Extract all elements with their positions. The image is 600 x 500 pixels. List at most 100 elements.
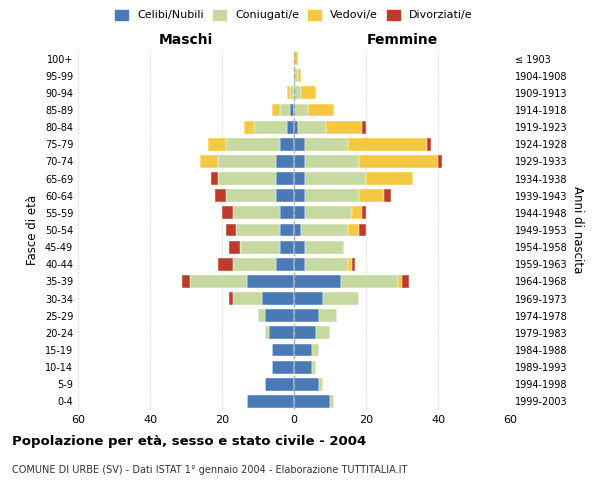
- Bar: [438, 155, 442, 168]
- Bar: [294, 360, 312, 374]
- Bar: [294, 344, 312, 356]
- Bar: [294, 326, 316, 340]
- Bar: [215, 190, 226, 202]
- Bar: [305, 138, 348, 150]
- Text: Popolazione per età, sesso e stato civile - 2004: Popolazione per età, sesso e stato civil…: [12, 435, 366, 448]
- Bar: [294, 395, 330, 408]
- Bar: [254, 120, 287, 134]
- Bar: [305, 240, 344, 254]
- Bar: [218, 155, 276, 168]
- Bar: [265, 326, 269, 340]
- Bar: [218, 258, 233, 270]
- Bar: [280, 138, 294, 150]
- Bar: [233, 206, 280, 220]
- Bar: [280, 206, 294, 220]
- Bar: [294, 224, 301, 236]
- Bar: [244, 120, 254, 134]
- Bar: [330, 395, 334, 408]
- Text: COMUNE DI URBE (SV) - Dati ISTAT 1° gennaio 2004 - Elaborazione TUTTITALIA.IT: COMUNE DI URBE (SV) - Dati ISTAT 1° genn…: [12, 465, 407, 475]
- Bar: [294, 310, 319, 322]
- Bar: [226, 224, 236, 236]
- Legend: Celibi/Nubili, Coniugati/e, Vedovi/e, Divorziati/e: Celibi/Nubili, Coniugati/e, Vedovi/e, Di…: [111, 5, 477, 25]
- Bar: [272, 104, 280, 117]
- Bar: [280, 104, 290, 117]
- Bar: [312, 344, 319, 356]
- Bar: [305, 155, 359, 168]
- Bar: [222, 206, 233, 220]
- Bar: [247, 275, 294, 288]
- Bar: [294, 120, 298, 134]
- Bar: [294, 206, 305, 220]
- Bar: [319, 310, 337, 322]
- Bar: [308, 104, 334, 117]
- Bar: [265, 310, 294, 322]
- Bar: [352, 206, 362, 220]
- Bar: [298, 70, 301, 82]
- Bar: [276, 172, 294, 185]
- Bar: [398, 275, 402, 288]
- Bar: [211, 172, 218, 185]
- Bar: [301, 86, 316, 100]
- Y-axis label: Anni di nascita: Anni di nascita: [571, 186, 584, 274]
- Bar: [341, 275, 398, 288]
- Bar: [359, 224, 366, 236]
- Bar: [233, 258, 276, 270]
- Bar: [319, 378, 323, 390]
- Bar: [226, 190, 276, 202]
- Bar: [240, 240, 280, 254]
- Bar: [326, 120, 362, 134]
- Bar: [182, 275, 190, 288]
- Bar: [294, 190, 305, 202]
- Bar: [226, 138, 280, 150]
- Bar: [359, 155, 438, 168]
- Bar: [294, 52, 298, 65]
- Bar: [294, 292, 323, 305]
- Bar: [305, 190, 359, 202]
- Bar: [298, 120, 326, 134]
- Bar: [287, 86, 290, 100]
- Bar: [276, 155, 294, 168]
- Bar: [384, 190, 391, 202]
- Y-axis label: Fasce di età: Fasce di età: [26, 195, 39, 265]
- Bar: [294, 378, 319, 390]
- Bar: [294, 138, 305, 150]
- Bar: [290, 86, 294, 100]
- Bar: [218, 172, 276, 185]
- Bar: [233, 292, 262, 305]
- Bar: [301, 224, 348, 236]
- Bar: [236, 224, 280, 236]
- Bar: [258, 310, 265, 322]
- Bar: [190, 275, 247, 288]
- Bar: [269, 326, 294, 340]
- Bar: [312, 360, 316, 374]
- Bar: [294, 104, 308, 117]
- Bar: [287, 120, 294, 134]
- Bar: [352, 258, 355, 270]
- Bar: [323, 292, 359, 305]
- Bar: [348, 258, 352, 270]
- Bar: [280, 240, 294, 254]
- Bar: [247, 395, 294, 408]
- Bar: [294, 275, 341, 288]
- Bar: [280, 224, 294, 236]
- Bar: [359, 190, 384, 202]
- Bar: [294, 172, 305, 185]
- Bar: [348, 138, 427, 150]
- Bar: [305, 206, 352, 220]
- Bar: [305, 258, 348, 270]
- Bar: [276, 258, 294, 270]
- Bar: [265, 378, 294, 390]
- Bar: [316, 326, 330, 340]
- Bar: [290, 104, 294, 117]
- Bar: [427, 138, 431, 150]
- Bar: [294, 258, 305, 270]
- Bar: [362, 206, 366, 220]
- Bar: [294, 240, 305, 254]
- Bar: [294, 155, 305, 168]
- Bar: [208, 138, 226, 150]
- Text: Maschi: Maschi: [159, 32, 213, 46]
- Bar: [272, 344, 294, 356]
- Bar: [229, 292, 233, 305]
- Bar: [200, 155, 218, 168]
- Bar: [276, 190, 294, 202]
